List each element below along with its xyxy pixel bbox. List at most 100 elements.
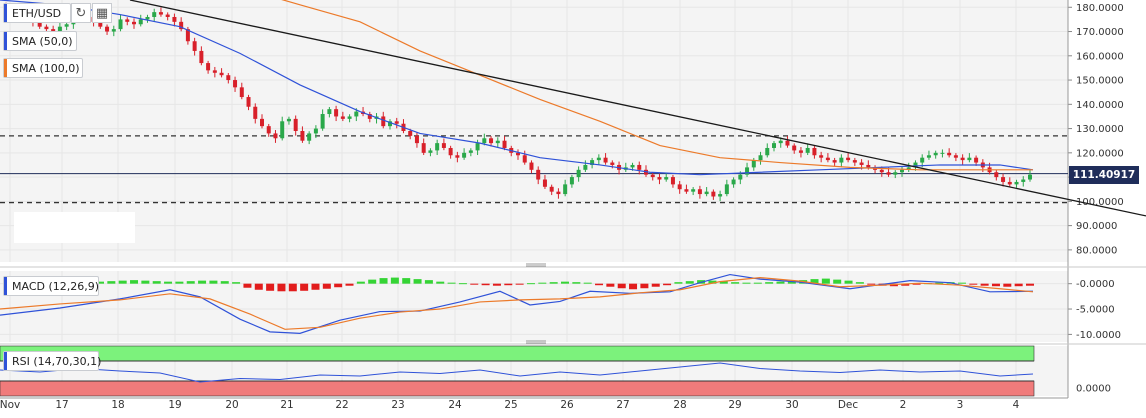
- x-tick-label: 27: [616, 399, 629, 411]
- candle-body: [313, 128, 318, 134]
- candle-body: [246, 97, 251, 107]
- macd-histogram-bar: [980, 283, 989, 286]
- macd-histogram-bar: [334, 283, 343, 288]
- macd-histogram-bar: [572, 282, 581, 284]
- macd-line: [0, 273, 1034, 334]
- x-tick-label: 30: [785, 399, 798, 411]
- candle-body: [381, 116, 386, 127]
- candle-body: [852, 160, 857, 163]
- candle-body: [758, 155, 763, 161]
- candle-body: [327, 109, 332, 115]
- macd-histogram-bar: [311, 283, 320, 290]
- macd-histogram-bar: [583, 282, 592, 284]
- macd-histogram-bar: [901, 283, 910, 286]
- candle-body: [414, 135, 419, 144]
- candle-body: [819, 155, 824, 158]
- macd-histogram-bar: [481, 283, 490, 286]
- candle-body: [778, 140, 783, 144]
- macd-histogram-bar: [198, 280, 207, 284]
- candle-body: [812, 147, 817, 156]
- candle-body: [233, 80, 238, 88]
- candle-body: [212, 70, 217, 73]
- x-tick-label: 21: [280, 399, 293, 411]
- macd-histogram-bar: [651, 283, 660, 287]
- macd-histogram-bar: [935, 282, 944, 284]
- candle-body: [839, 157, 844, 163]
- legend-sma50[interactable]: SMA (50,0): [3, 31, 77, 51]
- legend-rsi[interactable]: RSI (14,70,30,1): [3, 351, 102, 371]
- candle-body: [900, 169, 904, 173]
- candle-body: [1028, 174, 1032, 180]
- candle-body: [44, 26, 49, 30]
- pair-label[interactable]: ETH/USD: [3, 3, 71, 23]
- candle-body: [697, 189, 702, 195]
- candle-body: [569, 177, 574, 185]
- candle-body: [967, 157, 972, 161]
- candle-body: [953, 155, 958, 158]
- candle-body: [846, 157, 851, 161]
- macd-histogram-bar: [322, 283, 331, 289]
- candle-body: [293, 118, 298, 131]
- candle-body: [664, 177, 669, 180]
- refresh-button[interactable]: ↻: [71, 3, 91, 23]
- current-price-tag: 111.40917: [1069, 166, 1139, 184]
- macd-histogram-bar: [368, 279, 377, 284]
- macd-y-tick-label: -5.0000: [1076, 305, 1115, 316]
- candle-body: [933, 152, 938, 156]
- macd-histogram-bar: [254, 283, 263, 290]
- candle-body: [738, 174, 743, 180]
- candle-body: [253, 106, 258, 119]
- candle-body: [960, 157, 965, 161]
- macd-histogram-bar: [719, 281, 728, 284]
- rsi-line: [0, 362, 1034, 383]
- legend-macd[interactable]: MACD (12,26,9): [3, 276, 99, 296]
- legend-macd-label: MACD (12,26,9): [12, 279, 100, 293]
- macd-y-tick-label: -0.0000: [1076, 279, 1115, 290]
- x-tick-label: 19: [168, 399, 181, 411]
- x-tick-label: 23: [391, 399, 404, 411]
- legend-rsi-label: RSI (14,70,30,1): [12, 354, 102, 368]
- x-tick-label: Dec: [838, 399, 859, 411]
- macd-histogram-bar: [436, 281, 445, 284]
- candle-body: [502, 140, 507, 148]
- candle-body: [132, 21, 136, 25]
- calendar-button[interactable]: ▦: [92, 3, 112, 23]
- candle-body: [489, 138, 494, 144]
- macd-histogram-bar: [595, 283, 604, 286]
- candle-body: [199, 50, 204, 64]
- macd-histogram-bar: [674, 282, 683, 284]
- macd-histogram-bar: [402, 278, 411, 284]
- candle-body: [334, 109, 339, 117]
- macd-histogram-bar: [390, 277, 399, 284]
- y-tick-label: 150.0000: [1076, 76, 1124, 87]
- macd-swatch: [4, 277, 7, 295]
- x-tick-label: 4: [1013, 399, 1020, 411]
- candle-body: [657, 177, 662, 180]
- x-tick-label: 24: [448, 399, 462, 411]
- plot-area-price: [0, 0, 1068, 262]
- candle-body: [596, 157, 601, 161]
- y-tick-label: 90.0000: [1076, 221, 1117, 232]
- candle-body: [590, 160, 595, 165]
- candle-body: [920, 157, 925, 163]
- macd-histogram-bar: [867, 283, 876, 285]
- candle-body: [1021, 179, 1026, 182]
- current-price-value: 111.40917: [1072, 169, 1136, 181]
- legend-sma100[interactable]: SMA (100,0): [3, 58, 83, 78]
- candle-body: [792, 145, 797, 151]
- calendar-icon: ▦: [95, 5, 109, 21]
- macd-histogram-bar: [141, 280, 150, 284]
- candle-body: [549, 186, 554, 192]
- candle-body: [307, 133, 312, 141]
- macd-histogram-bar: [708, 280, 717, 284]
- sma100-swatch: [4, 59, 7, 77]
- candle-body: [165, 14, 170, 17]
- candle-body: [974, 157, 979, 163]
- y-tick-label: 170.0000: [1076, 27, 1124, 38]
- candle-body: [751, 160, 756, 168]
- x-tick-label: 28: [673, 399, 686, 411]
- candle-body: [711, 191, 716, 197]
- candle-body: [805, 147, 810, 153]
- candle-body: [441, 143, 446, 148]
- macd-histogram-bar: [96, 281, 104, 284]
